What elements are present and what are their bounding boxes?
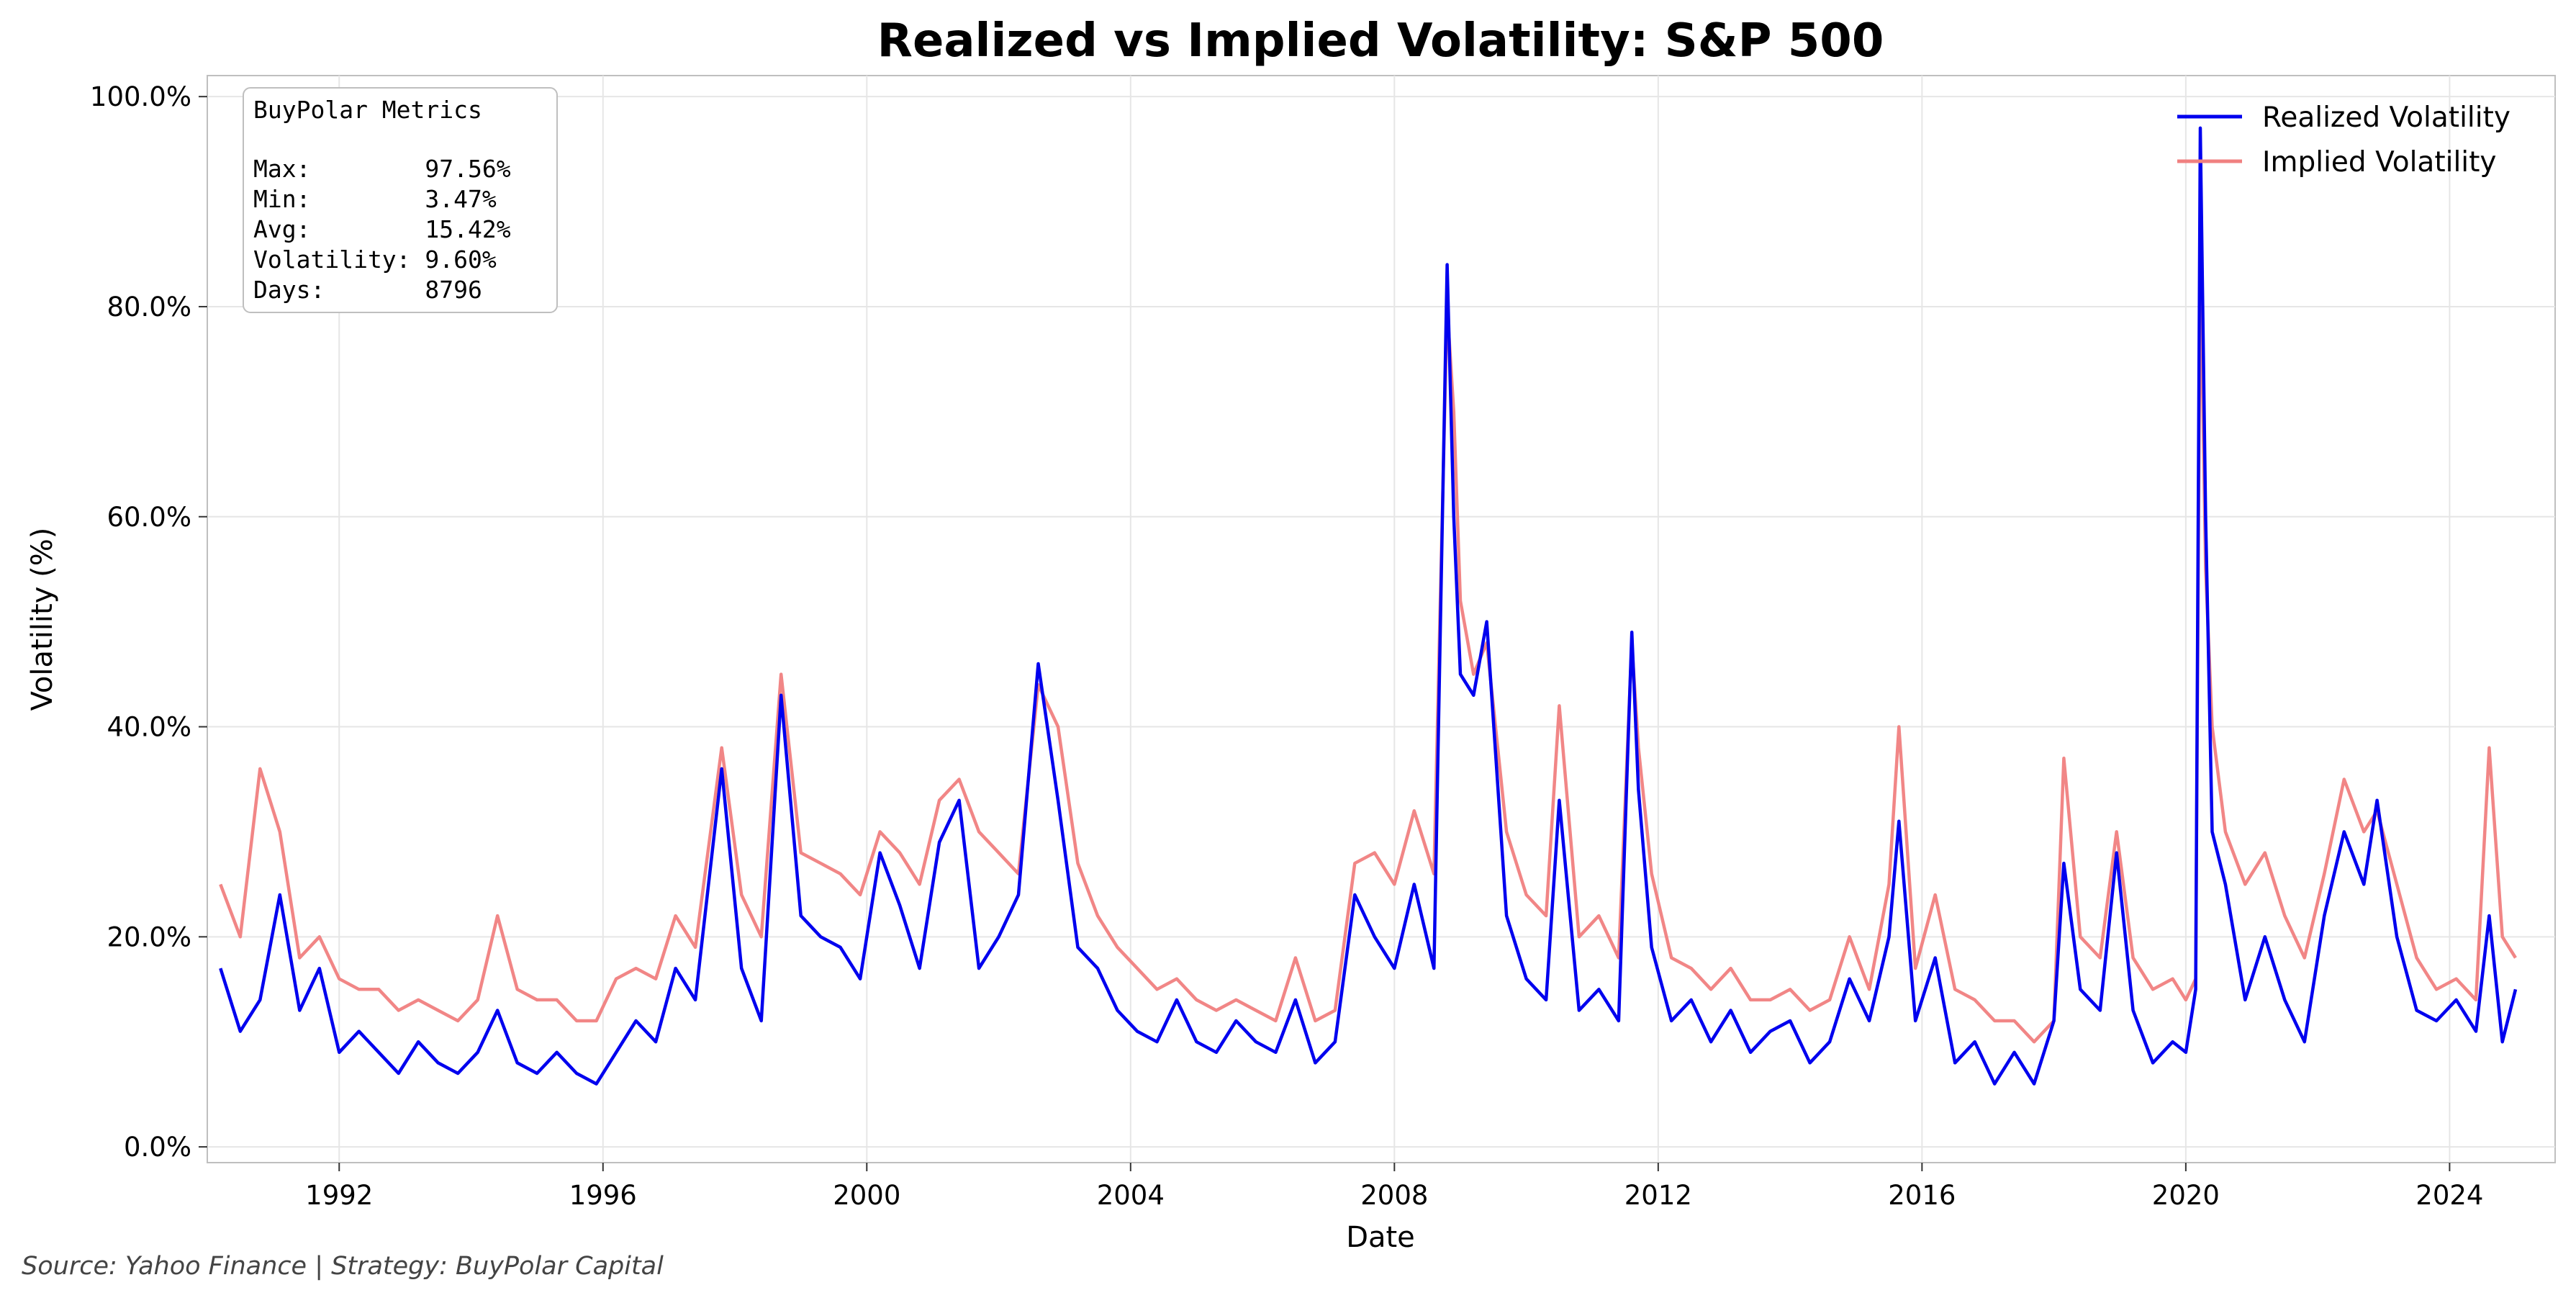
x-tick-label: 1992 — [305, 1180, 373, 1211]
series-layer — [219, 126, 2518, 1086]
x-axis-label: Date — [1346, 1221, 1415, 1254]
stats-line-min: Min: 3.47% — [253, 185, 497, 213]
stats-line-volatility: Volatility: 9.60% — [253, 245, 497, 274]
legend: Realized Volatility Implied Volatility — [2177, 102, 2511, 179]
y-tick-label: 80.0% — [107, 292, 191, 323]
y-tick-label: 60.0% — [107, 502, 191, 533]
x-tick-label: 1996 — [569, 1180, 637, 1211]
stats-box: BuyPolar Metrics Max: 97.56% Min: 3.47% … — [243, 87, 558, 313]
x-tick-label: 2004 — [1097, 1180, 1165, 1211]
x-tick-label: 2012 — [1624, 1180, 1692, 1211]
stats-box-frame — [243, 87, 558, 313]
grid — [207, 76, 2555, 1163]
y-tick-label: 20.0% — [107, 921, 191, 952]
stats-line-max: Max: 97.56% — [253, 155, 511, 183]
x-tick-label: 2020 — [2152, 1180, 2220, 1211]
y-tick-label: 0.0% — [124, 1132, 191, 1163]
y-tick-label: 40.0% — [107, 712, 191, 743]
implied-volatility-line — [219, 252, 2517, 1044]
x-tick-label: 2024 — [2415, 1180, 2483, 1211]
stats-line-days: Days: 8796 — [253, 276, 482, 304]
legend-label-implied: Implied Volatility — [2262, 146, 2496, 179]
y-axis-ticks: 0.0% 20.0% 40.0% 60.0% 80.0% 100.0% — [90, 81, 207, 1163]
x-axis-ticks: 1992 1996 2000 2004 2008 2012 2016 2020 2024 — [305, 1163, 2483, 1211]
y-axis-label: Volatility (%) — [26, 528, 59, 711]
x-tick-label: 2016 — [1888, 1180, 1956, 1211]
y-tick-label: 100.0% — [90, 81, 191, 112]
realized-volatility-line — [219, 126, 2518, 1086]
x-tick-label: 2000 — [833, 1180, 900, 1211]
stats-line-avg: Avg: 15.42% — [253, 215, 511, 243]
plot-area — [207, 75, 2556, 1163]
x-tick-label: 2008 — [1360, 1180, 1428, 1211]
legend-label-realized: Realized Volatility — [2262, 102, 2511, 134]
source-footnote: Source: Yahoo Finance | Strategy: BuyPol… — [22, 1252, 664, 1281]
stats-box-title: BuyPolar Metrics — [253, 96, 482, 124]
chart-title: Realized vs Implied Volatility: S&P 500 — [877, 14, 1884, 68]
